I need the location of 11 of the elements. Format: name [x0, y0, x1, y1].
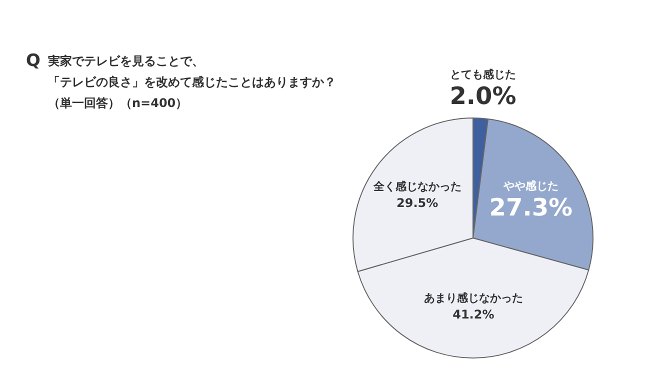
data-label: 2.0%	[450, 82, 516, 110]
data-label: 29.5%	[396, 196, 438, 210]
text: （単一回答）（n=400）	[48, 96, 188, 110]
slice-label: やや感じた	[502, 179, 558, 192]
slice-label: あまり感じなかった	[424, 292, 523, 305]
slice-label: とても感じた	[450, 68, 516, 81]
slice-label: 全く感じなかった	[372, 180, 462, 194]
text: 実家でテレビを見ることで、「テレビの良さ」を改めて感じたことはありますか？	[47, 54, 336, 89]
text: Q	[26, 51, 40, 71]
data-label: 41.2%	[452, 308, 494, 322]
data-label: 27.3%	[489, 193, 573, 222]
